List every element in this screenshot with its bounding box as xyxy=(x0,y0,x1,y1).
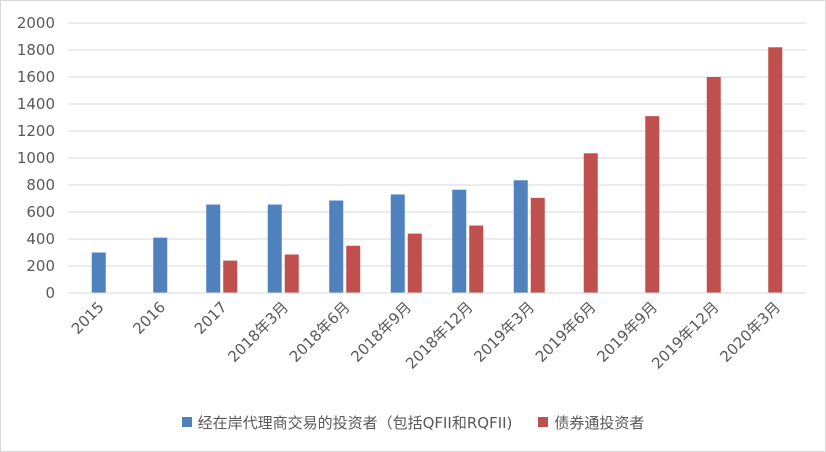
y-tick-label: 1800 xyxy=(17,41,55,59)
legend-swatch-onshore xyxy=(181,417,192,427)
bar-onshore-2 xyxy=(206,204,221,293)
x-tick-label: 2018年9月 xyxy=(347,298,415,366)
bar-onshore-7 xyxy=(513,180,528,293)
x-tick-label: 2019年9月 xyxy=(593,298,661,366)
bars xyxy=(91,47,783,294)
legend-item-onshore: 经在岸代理商交易的投资者（包括QFII和RQFII) xyxy=(181,412,513,433)
bar-onshore-1 xyxy=(153,237,168,293)
bar-bond-connect-6 xyxy=(469,225,484,293)
legend-item-bond-connect: 债券通投资者 xyxy=(538,412,644,433)
y-tick-label: 1200 xyxy=(17,122,55,140)
y-tick-label: 1600 xyxy=(17,68,55,86)
bar-onshore-4 xyxy=(329,200,344,293)
bar-onshore-3 xyxy=(267,204,282,293)
x-tick-label: 2020年3月 xyxy=(716,298,784,366)
y-tick-label: 0 xyxy=(45,284,55,302)
x-tick-label: 2019年6月 xyxy=(532,298,600,366)
bar-bond-connect-4 xyxy=(346,245,361,293)
y-tick-label: 1400 xyxy=(17,95,55,113)
bar-bond-connect-2 xyxy=(223,260,238,293)
x-tick-label: 2018年6月 xyxy=(286,298,354,366)
y-tick-label: 600 xyxy=(26,203,55,221)
legend-swatch-bond-connect xyxy=(538,417,549,427)
bar-onshore-0 xyxy=(91,252,106,293)
legend: 经在岸代理商交易的投资者（包括QFII和RQFII) 债券通投资者 xyxy=(0,410,826,434)
x-axis-ticks: 2015 2016 20172018年3月2018年6月2018年9月2018年12… xyxy=(68,298,784,372)
legend-label-onshore: 经在岸代理商交易的投资者（包括QFII和RQFII) xyxy=(197,413,513,432)
x-tick-label: 2018年3月 xyxy=(224,298,292,366)
x-tick-label: 2019年3月 xyxy=(470,298,538,366)
bar-bond-connect-7 xyxy=(530,197,545,293)
y-axis-ticks: 0 200 400 600 800 1000 1200 1400 1600 1800 2000 xyxy=(17,14,55,302)
gridlines xyxy=(68,22,806,267)
bar-bond-connect-5 xyxy=(407,233,422,293)
bar-bond-connect-3 xyxy=(284,254,299,293)
legend-label-bond-connect: 债券通投资者 xyxy=(554,413,645,432)
y-tick-label: 800 xyxy=(26,176,55,194)
y-tick-label: 200 xyxy=(26,257,55,275)
y-tick-label: 400 xyxy=(26,230,55,248)
x-tick-label: 2015 xyxy=(68,298,108,338)
y-tick-label: 1000 xyxy=(17,149,55,167)
bar-bond-connect-8 xyxy=(583,153,598,293)
y-tick-label: 2000 xyxy=(17,14,55,32)
bar-bond-connect-10 xyxy=(706,77,721,293)
bar-onshore-5 xyxy=(390,194,405,293)
x-tick-label: 2016 xyxy=(129,298,169,338)
bar-onshore-6 xyxy=(452,189,467,293)
x-tick-label: 2017 xyxy=(191,298,231,338)
bar-bond-connect-11 xyxy=(768,47,783,293)
bar-bond-connect-9 xyxy=(645,116,660,294)
